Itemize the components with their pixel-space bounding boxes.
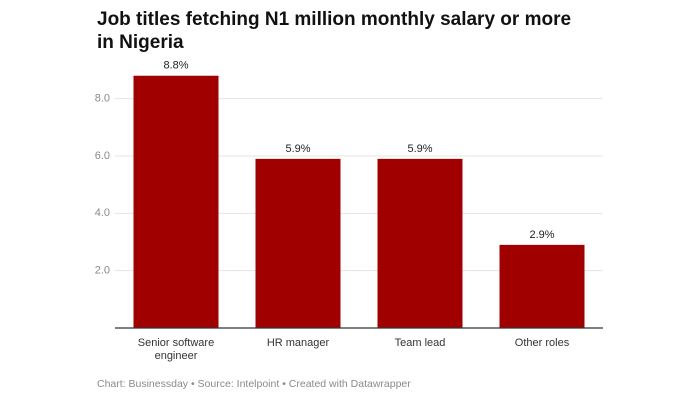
chart-title: Job titles fetching N1 million monthly s… [97,9,572,53]
y-tick-label: 8.0 [95,93,110,105]
bar [499,244,585,328]
bar [133,75,219,328]
value-label: 5.9% [285,143,310,155]
y-tick-label: 2.0 [95,265,110,277]
bar [255,158,341,328]
y-tick-label: 4.0 [95,207,110,219]
x-tick-label: Senior software engineer [137,337,215,362]
bar [377,158,463,328]
footer: Chart: Businessday • Source: Intelpoint … [97,378,411,390]
x-tick-label: Team lead [394,337,446,349]
value-label: 8.8% [163,60,188,72]
x-tick-label: Other roles [514,337,570,349]
y-tick-label: 6.0 [95,150,110,162]
value-label: 2.9% [529,229,554,241]
value-label: 5.9% [407,143,432,155]
x-tick-label: HR manager [266,337,330,349]
